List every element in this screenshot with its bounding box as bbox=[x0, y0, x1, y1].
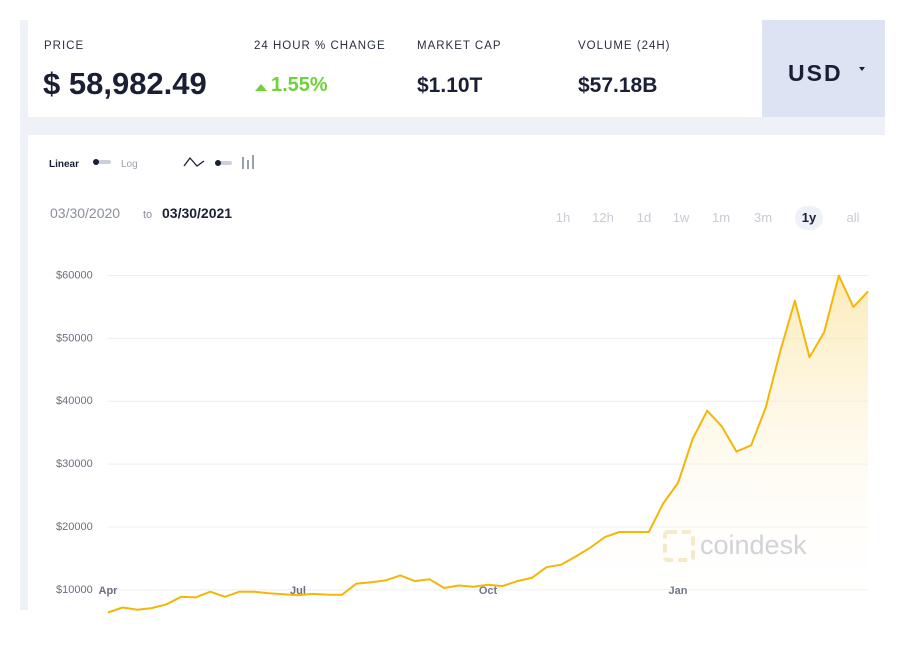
range-button[interactable]: 1w bbox=[672, 210, 690, 225]
date-sep: to bbox=[143, 209, 153, 221]
range-button[interactable]: 12h bbox=[592, 210, 614, 225]
x-tick-label: Apr bbox=[99, 585, 119, 597]
range-button[interactable]: all bbox=[846, 210, 860, 225]
stat-label: PRICE bbox=[44, 40, 85, 52]
y-tick-label: $20000 bbox=[56, 521, 93, 533]
range-button[interactable]: 1m bbox=[711, 210, 731, 225]
scale-option[interactable]: Linear bbox=[49, 159, 80, 170]
area bbox=[108, 275, 868, 615]
range-button[interactable]: 1y bbox=[795, 206, 823, 230]
toggle[interactable] bbox=[92, 158, 112, 166]
up-arrow bbox=[255, 84, 267, 91]
price: $ 58,982.49 bbox=[43, 66, 207, 101]
currency[interactable]: USD bbox=[788, 60, 843, 86]
volume: $57.18B bbox=[578, 74, 658, 97]
change: 1.55% bbox=[271, 74, 328, 96]
y-tick-label: $50000 bbox=[56, 332, 93, 344]
stat-label: MARKET CAP bbox=[417, 40, 502, 52]
y-tick-label: $30000 bbox=[56, 458, 93, 470]
date-from[interactable]: 03/30/2020 bbox=[50, 205, 121, 221]
range-button[interactable]: 3m bbox=[753, 210, 773, 225]
stat-label: 24 HOUR % CHANGE bbox=[254, 40, 386, 52]
price-line bbox=[107, 274, 869, 614]
range-button[interactable]: 1d bbox=[636, 210, 652, 225]
chart-style-icons[interactable] bbox=[183, 154, 263, 170]
market-cap: $1.10T bbox=[417, 74, 483, 97]
y-tick-label: $10000 bbox=[56, 584, 93, 596]
date-to[interactable]: 03/30/2021 bbox=[162, 205, 233, 221]
stats-panel bbox=[28, 20, 762, 117]
currency-select[interactable] bbox=[762, 20, 885, 117]
caret bbox=[859, 67, 865, 71]
scale-option[interactable]: Log bbox=[121, 159, 138, 170]
range-button[interactable]: 1h bbox=[555, 210, 571, 225]
y-tick-label: $40000 bbox=[56, 395, 93, 407]
stat-label: VOLUME (24H) bbox=[578, 40, 671, 52]
y-tick-label: $60000 bbox=[56, 269, 93, 281]
